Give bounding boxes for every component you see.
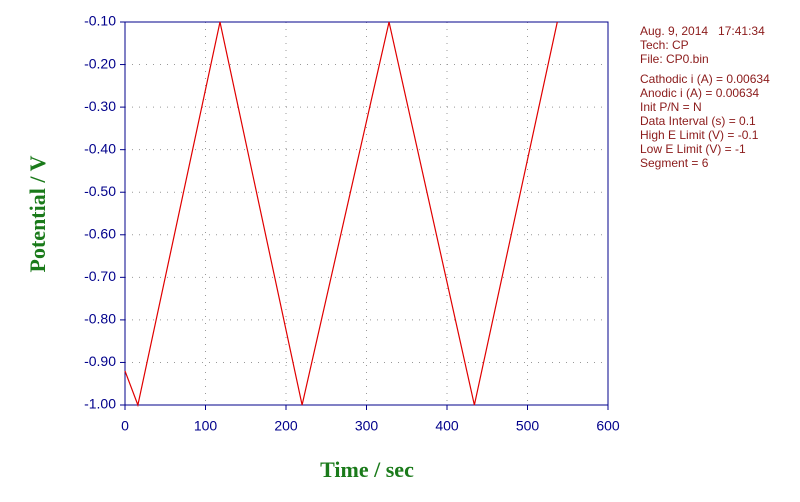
x-axis-label: Time / sec xyxy=(320,457,414,482)
y-tick-label: -0.80 xyxy=(84,311,116,327)
y-tick-label: -0.40 xyxy=(84,140,116,156)
x-tick-label: 400 xyxy=(435,418,459,434)
info-text: Low E Limit (V) = -1 xyxy=(640,142,746,156)
x-tick-label: 100 xyxy=(194,418,218,434)
y-tick-label: -1.00 xyxy=(84,396,116,412)
y-tick-label: -0.10 xyxy=(84,13,116,29)
info-text: Anodic i (A) = 0.00634 xyxy=(640,86,759,100)
info-text: High E Limit (V) = -0.1 xyxy=(640,128,759,142)
y-tick-label: -0.30 xyxy=(84,98,116,114)
data-line xyxy=(124,21,558,408)
x-tick-label: 600 xyxy=(596,418,620,434)
info-text: Cathodic i (A) = 0.00634 xyxy=(640,72,770,86)
plot-frame xyxy=(124,21,609,406)
info-text: Segment = 6 xyxy=(640,156,709,170)
y-tick-label: -0.90 xyxy=(84,353,116,369)
info-text: File: CP0.bin xyxy=(640,52,709,66)
x-tick-label: 500 xyxy=(516,418,540,434)
y-axis-label: Potential / V xyxy=(25,155,50,272)
y-tick-label: -0.70 xyxy=(84,268,116,284)
y-tick-label: -0.20 xyxy=(84,55,116,71)
info-text: Aug. 9, 2014 17:41:34 xyxy=(640,24,765,38)
y-tick-label: -0.50 xyxy=(84,183,116,199)
x-tick-label: 300 xyxy=(355,418,379,434)
info-text: Tech: CP xyxy=(640,38,689,52)
info-text: Init P/N = N xyxy=(640,100,702,114)
x-tick-label: 200 xyxy=(274,418,298,434)
x-tick-label: 0 xyxy=(121,418,129,434)
info-text: Data Interval (s) = 0.1 xyxy=(640,114,756,128)
y-tick-label: -0.60 xyxy=(84,225,116,241)
